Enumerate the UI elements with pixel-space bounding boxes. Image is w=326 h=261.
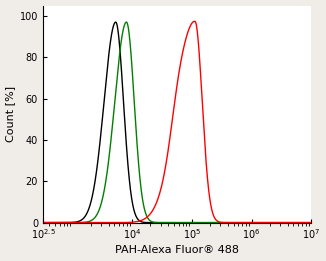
Y-axis label: Count [%]: Count [%] bbox=[6, 86, 16, 142]
X-axis label: PAH-Alexa Fluor® 488: PAH-Alexa Fluor® 488 bbox=[115, 245, 239, 256]
